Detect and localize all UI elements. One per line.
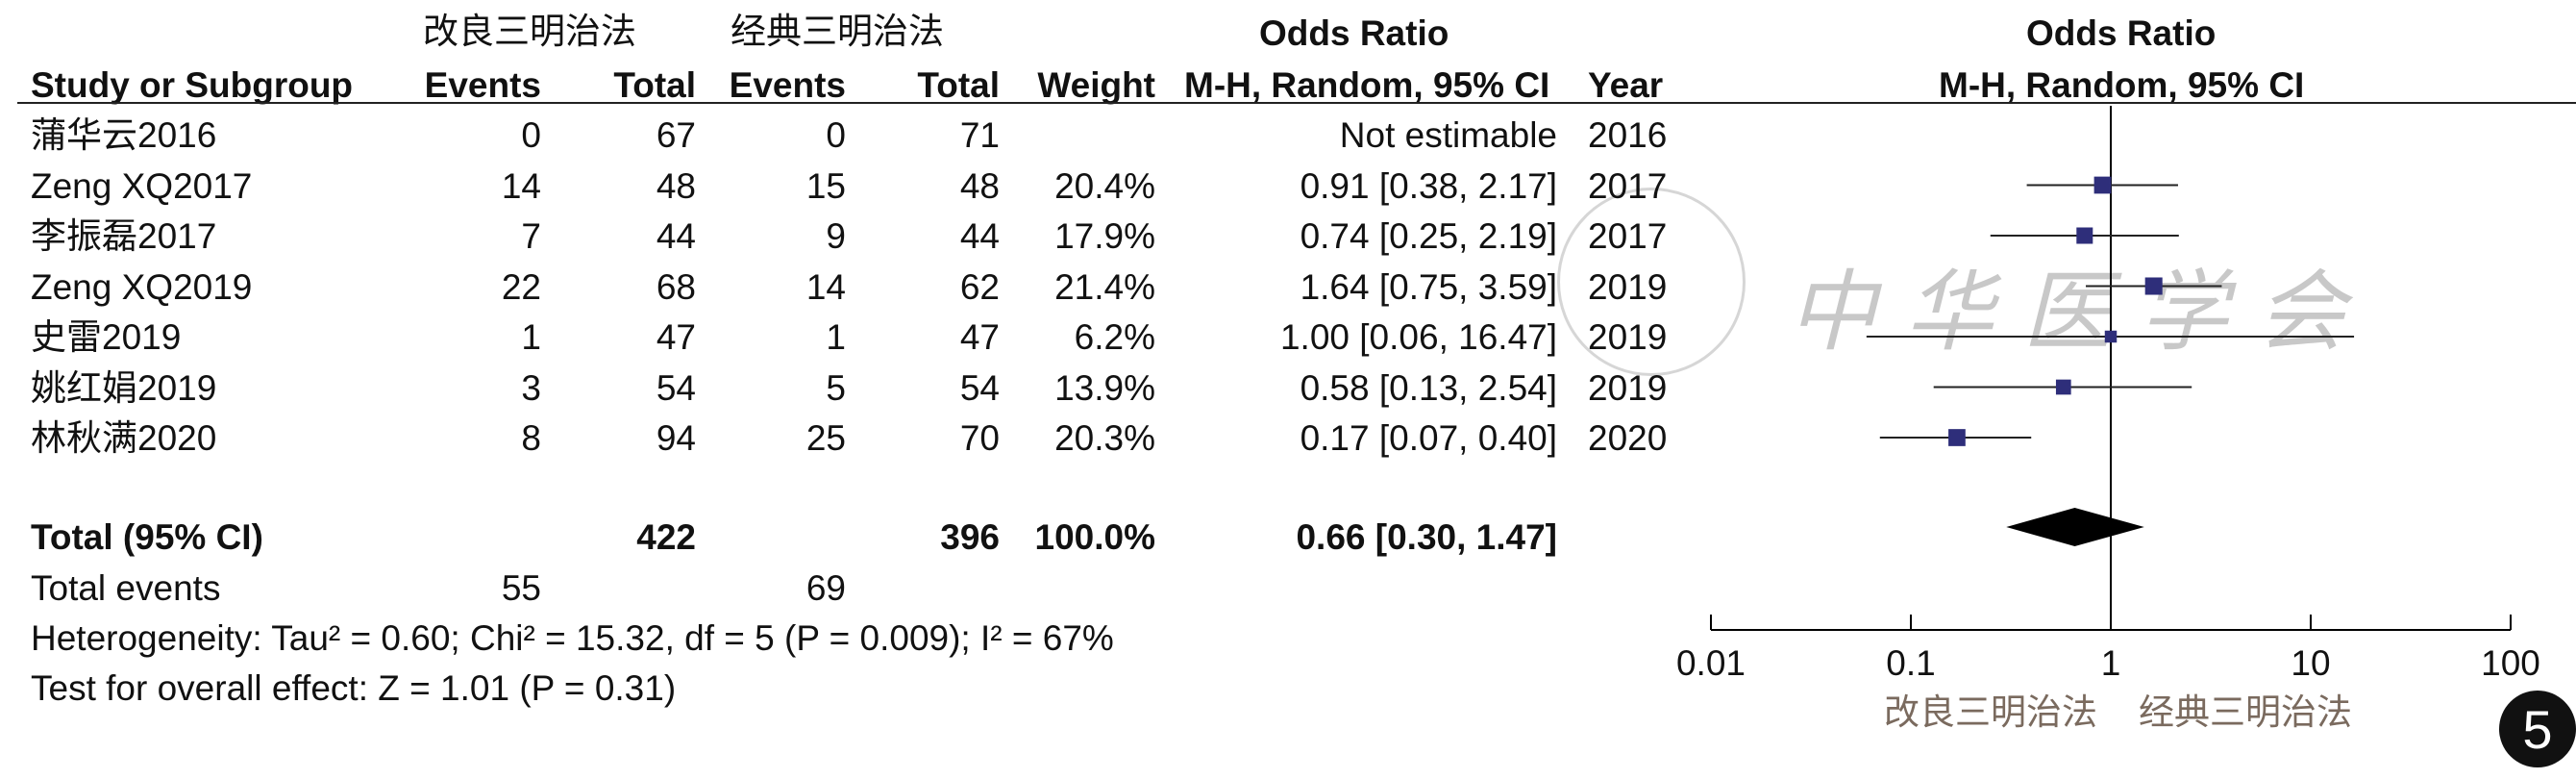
point-marker <box>2104 330 2118 343</box>
favours-left-label: 改良三明治法 <box>1884 691 2097 733</box>
heterogeneity-text: Heterogeneity: Tau² = 0.60; Chi² = 15.32… <box>31 618 1114 658</box>
study-row-weight: 21.4% <box>1054 266 1155 307</box>
total-weight: 100.0% <box>1034 517 1156 557</box>
study-row-name: 林秋满2020 <box>31 418 217 458</box>
total-total2: 396 <box>940 517 1000 557</box>
study-row-name: 蒲华云2016 <box>31 115 217 155</box>
study-row-e2: 9 <box>826 216 846 256</box>
study-row-t1: 44 <box>656 216 696 256</box>
study-row-e1: 14 <box>501 165 541 206</box>
study-header: Study or Subgroup <box>31 65 354 105</box>
x-tick-label: 0.1 <box>1886 643 1935 683</box>
total1-header: Total <box>613 65 696 105</box>
study-row-t1: 68 <box>656 266 696 307</box>
study-row-e2: 5 <box>826 367 846 408</box>
watermark-seal <box>1557 188 1746 376</box>
study-row-e2: 15 <box>805 165 846 206</box>
study-row-name: 李振磊2017 <box>31 216 217 256</box>
study-row-ci: 0.74 [0.25, 2.19] <box>1300 216 1557 256</box>
figure-number-badge: 5 <box>2499 691 2576 767</box>
study-row-weight: 20.4% <box>1054 165 1155 206</box>
study-row-ci: Not estimable <box>1339 115 1557 155</box>
watermark-text: 中华医学会 <box>1788 261 2375 364</box>
x-tick-label: 1 <box>2101 643 2121 683</box>
study-row-t2: 47 <box>959 317 1000 357</box>
year-header: Year <box>1588 65 1664 105</box>
group2-header: 经典三明治法 <box>731 11 944 52</box>
study-row-t2: 71 <box>959 115 1000 155</box>
study-row-name: 史雷2019 <box>31 317 182 357</box>
study-row-t2: 54 <box>959 367 1000 408</box>
x-tick-label: 0.01 <box>1676 643 1746 683</box>
study-row-weight: 20.3% <box>1054 418 1155 458</box>
study-row-t2: 48 <box>959 165 1000 206</box>
study-row-t2: 70 <box>959 418 1000 458</box>
study-row-e2: 14 <box>805 266 846 307</box>
header-rule <box>17 102 2576 104</box>
study-row-e1: 1 <box>521 317 541 357</box>
study-row-ci: 1.00 [0.06, 16.47] <box>1279 317 1557 357</box>
study-row-year: 2017 <box>1588 216 1668 256</box>
study-row-t2: 62 <box>959 266 1000 307</box>
study-row-t1: 48 <box>656 165 696 206</box>
study-row-e1: 22 <box>501 266 541 307</box>
study-row-year: 2019 <box>1588 367 1668 408</box>
total-events1: 55 <box>501 568 541 608</box>
weight-header: Weight <box>1037 65 1155 105</box>
study-row-name: 姚红娟2019 <box>31 367 217 408</box>
events2-header: Events <box>729 65 846 105</box>
total2-header: Total <box>917 65 1000 105</box>
study-row-year: 2020 <box>1588 418 1668 458</box>
study-row-e1: 0 <box>521 115 541 155</box>
study-row-weight: 17.9% <box>1054 216 1155 256</box>
x-tick-label: 100 <box>2481 643 2540 683</box>
study-row-weight: 6.2% <box>1074 317 1155 357</box>
study-row-year: 2019 <box>1588 317 1668 357</box>
study-row-t1: 67 <box>656 115 696 155</box>
study-row-e2: 1 <box>826 317 846 357</box>
total-ci: 0.66 [0.30, 1.47] <box>1296 517 1557 557</box>
study-row-t1: 47 <box>656 317 696 357</box>
study-row-e2: 0 <box>826 115 846 155</box>
study-row-e2: 25 <box>805 418 846 458</box>
study-row-t1: 94 <box>656 418 696 458</box>
study-row-t1: 54 <box>656 367 696 408</box>
point-marker <box>2076 227 2093 244</box>
study-row-ci: 0.91 [0.38, 2.17] <box>1300 165 1557 206</box>
study-row-ci: 0.17 [0.07, 0.40] <box>1300 418 1557 458</box>
overall-effect-text: Test for overall effect: Z = 1.01 (P = 0… <box>31 668 677 708</box>
point-marker <box>2093 176 2112 194</box>
plot-method-header: M-H, Random, 95% CI <box>1939 65 2305 105</box>
study-row-ci: 1.64 [0.75, 3.59] <box>1300 266 1557 307</box>
study-row-weight: 13.9% <box>1054 367 1155 408</box>
total-total1: 422 <box>636 517 696 557</box>
study-row-t2: 44 <box>959 216 1000 256</box>
total-events-label: Total events <box>31 568 221 608</box>
total-events2: 69 <box>805 568 846 608</box>
study-row-year: 2017 <box>1588 165 1668 206</box>
study-row-e1: 7 <box>521 216 541 256</box>
favours-right-label: 经典三明治法 <box>2139 691 2352 733</box>
plot-title: Odds Ratio <box>2026 13 2217 53</box>
odds-ratio-header: Odds Ratio <box>1259 13 1449 53</box>
study-row-name: Zeng XQ2017 <box>31 165 253 206</box>
group1-header: 改良三明治法 <box>423 11 636 52</box>
point-marker <box>2055 379 2071 395</box>
pooled-diamond <box>2006 508 2144 546</box>
total-label: Total (95% CI) <box>31 517 263 557</box>
study-row-name: Zeng XQ2019 <box>31 266 253 307</box>
point-marker <box>2144 277 2163 295</box>
study-row-year: 2016 <box>1588 115 1668 155</box>
study-row-e1: 8 <box>521 418 541 458</box>
x-tick-label: 10 <box>2291 643 2330 683</box>
study-row-e1: 3 <box>521 367 541 408</box>
point-marker <box>1948 429 1966 446</box>
method-header: M-H, Random, 95% CI <box>1184 65 1550 105</box>
study-row-year: 2019 <box>1588 266 1668 307</box>
study-row-ci: 0.58 [0.13, 2.54] <box>1300 367 1557 408</box>
events1-header: Events <box>424 65 541 105</box>
